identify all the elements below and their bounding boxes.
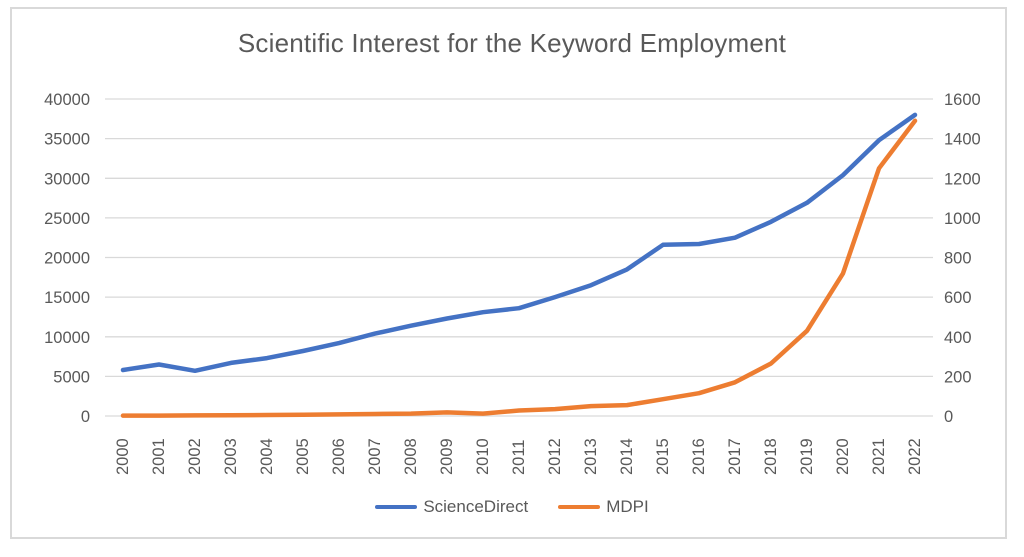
right-axis-tick-label: 1000 xyxy=(944,210,981,228)
right-axis-tick-label: 800 xyxy=(944,250,972,268)
left-axis-tick-label: 0 xyxy=(81,408,90,426)
legend-label: ScienceDirect xyxy=(423,497,529,516)
right-axis-tick-label: 1400 xyxy=(944,131,981,149)
x-axis-tick-label: 2012 xyxy=(546,438,564,475)
left-axis-tick-label: 10000 xyxy=(44,329,90,347)
left-axis-tick-label: 20000 xyxy=(44,250,90,268)
left-axis-tick-label: 40000 xyxy=(44,91,90,109)
x-axis-tick-label: 2001 xyxy=(150,438,168,475)
x-axis-tick-label: 2010 xyxy=(474,438,492,475)
chart-title: Scientific Interest for the Keyword Empl… xyxy=(237,28,787,58)
x-axis-tick-label: 2013 xyxy=(582,438,600,475)
series-line-sciencedirect xyxy=(120,112,918,374)
x-axis-tick-label: 2004 xyxy=(258,438,276,475)
left-axis-tick-label: 35000 xyxy=(44,131,90,149)
legend-line-swatch-sciencedirect xyxy=(375,504,418,510)
left-axis-tick-label: 30000 xyxy=(44,170,90,188)
right-axis-tick-label: 400 xyxy=(944,329,972,347)
legend-item-sciencedirect: ScienceDirect xyxy=(375,497,528,517)
x-axis-tick-label: 2016 xyxy=(690,438,708,475)
x-axis-tick-label: 2005 xyxy=(294,438,312,475)
x-axis-tick-label: 2003 xyxy=(222,438,240,475)
right-axis-tick-label: 0 xyxy=(944,408,953,426)
x-axis-tick-label: 2000 xyxy=(114,438,132,475)
left-axis-tick-label: 25000 xyxy=(44,210,90,228)
right-axis-tick-label: 200 xyxy=(944,368,972,386)
x-axis-tick-label: 2022 xyxy=(906,438,924,475)
legend-line-swatch-mdpi xyxy=(558,504,601,510)
left-axis-tick-label: 5000 xyxy=(53,368,90,386)
right-axis-tick-label: 600 xyxy=(944,289,972,307)
right-axis-tick-label: 1200 xyxy=(944,170,981,188)
x-axis-tick-label: 2019 xyxy=(798,438,816,475)
x-axis-tick-label: 2020 xyxy=(834,438,852,475)
x-axis-tick-label: 2014 xyxy=(618,438,636,475)
legend-label: MDPI xyxy=(606,497,649,516)
legend: ScienceDirect MDPI xyxy=(0,497,1024,517)
x-axis-tick-label: 2021 xyxy=(870,438,888,475)
x-axis-tick-label: 2017 xyxy=(726,438,744,475)
x-axis-tick-label: 2018 xyxy=(762,438,780,475)
left-axis-tick-label: 15000 xyxy=(44,289,90,307)
x-axis-tick-label: 2008 xyxy=(402,438,420,475)
x-axis-tick-label: 2002 xyxy=(186,438,204,475)
x-axis-tick-label: 2007 xyxy=(366,438,384,475)
x-axis-tick-label: 2009 xyxy=(438,438,456,475)
x-axis-tick-label: 2011 xyxy=(510,440,528,475)
x-axis-tick-label: 2006 xyxy=(330,438,348,475)
legend-item-mdpi: MDPI xyxy=(558,497,649,517)
x-axis-tick-label: 2015 xyxy=(654,438,672,475)
right-axis-tick-label: 1600 xyxy=(944,91,981,109)
series-line-mdpi xyxy=(120,118,918,418)
